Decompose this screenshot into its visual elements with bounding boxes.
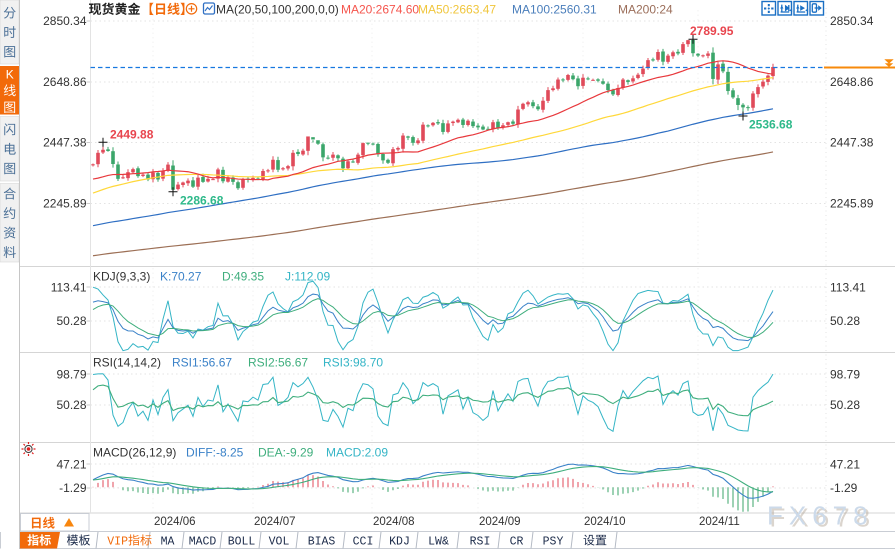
svg-text:2024/09: 2024/09 — [479, 516, 521, 528]
svg-text:50.28: 50.28 — [56, 398, 86, 412]
svg-text:2245.89: 2245.89 — [830, 197, 874, 211]
svg-text:KDJ(9,3,3): KDJ(9,3,3) — [93, 270, 150, 284]
svg-text:2850.34: 2850.34 — [43, 14, 87, 28]
svg-text:2648.86: 2648.86 — [43, 75, 87, 89]
svg-text:CR: CR — [510, 536, 524, 549]
svg-text:2850.34: 2850.34 — [830, 14, 874, 28]
svg-text:50.28: 50.28 — [56, 314, 86, 328]
svg-text:MACD(26,12,9): MACD(26,12,9) — [93, 446, 176, 460]
svg-text:47.21: 47.21 — [56, 457, 86, 471]
svg-text:98.79: 98.79 — [56, 367, 86, 381]
svg-text:2024/06: 2024/06 — [154, 516, 196, 528]
svg-text:RSI2:56.67: RSI2:56.67 — [248, 356, 308, 370]
svg-text:2024/11: 2024/11 — [699, 516, 740, 528]
svg-text:DIFF:-8.25: DIFF:-8.25 — [186, 446, 244, 460]
svg-text:RSI3:98.70: RSI3:98.70 — [323, 356, 383, 370]
svg-text:BOLL: BOLL — [228, 536, 256, 549]
svg-text:K: K — [6, 68, 14, 82]
svg-text:PSY: PSY — [543, 536, 564, 549]
svg-text:MA200:24: MA200:24 — [618, 2, 673, 16]
svg-text:2447.38: 2447.38 — [830, 136, 874, 150]
svg-text:VIP: VIP — [107, 536, 128, 549]
svg-text:98.79: 98.79 — [830, 367, 860, 381]
svg-text:RSI: RSI — [470, 536, 491, 549]
svg-text:D:49.35: D:49.35 — [222, 270, 264, 284]
svg-text:2536.68: 2536.68 — [749, 118, 793, 132]
svg-text:113.41: 113.41 — [830, 280, 866, 294]
svg-text:50.28: 50.28 — [830, 314, 860, 328]
svg-text:47.21: 47.21 — [830, 457, 860, 471]
svg-text:MA: MA — [161, 536, 175, 549]
svg-text:2648.86: 2648.86 — [830, 75, 874, 89]
svg-text:J:112.09: J:112.09 — [285, 270, 330, 284]
svg-text:FX678: FX678 — [770, 503, 877, 533]
svg-text:KDJ: KDJ — [389, 536, 410, 549]
svg-text:-1.29: -1.29 — [830, 481, 858, 495]
svg-text:BIAS: BIAS — [308, 536, 336, 549]
svg-text:MA50:2663.47: MA50:2663.47 — [418, 2, 496, 16]
svg-text:-1.29: -1.29 — [59, 481, 87, 495]
svg-text:FX678: FX678 — [767, 501, 874, 531]
svg-text:2245.89: 2245.89 — [43, 197, 87, 211]
svg-text:RSI1:56.67: RSI1:56.67 — [172, 356, 232, 370]
svg-text:MA100:2560.31: MA100:2560.31 — [512, 2, 597, 16]
svg-text:113.41: 113.41 — [51, 280, 87, 294]
svg-text:VOL: VOL — [269, 536, 290, 549]
svg-text:2024/08: 2024/08 — [373, 516, 415, 528]
svg-text:LW&: LW& — [428, 536, 449, 549]
svg-text:MA(20,50,100,200,0,0): MA(20,50,100,200,0,0) — [216, 2, 339, 16]
svg-text:2024/10: 2024/10 — [584, 516, 626, 528]
svg-text:RSI(14,14,2): RSI(14,14,2) — [93, 356, 161, 370]
svg-text:2449.88: 2449.88 — [110, 128, 154, 142]
svg-text:2789.95: 2789.95 — [690, 24, 734, 38]
svg-text:DEA:-9.29: DEA:-9.29 — [258, 446, 314, 460]
svg-text:2024/07: 2024/07 — [254, 516, 296, 528]
svg-text:50.28: 50.28 — [830, 398, 860, 412]
svg-text:MACD:2.09: MACD:2.09 — [326, 446, 388, 460]
svg-text:2286.68: 2286.68 — [180, 194, 224, 208]
svg-text:CCI: CCI — [353, 536, 374, 549]
svg-text:2447.38: 2447.38 — [43, 136, 87, 150]
svg-text:MA20:2674.60: MA20:2674.60 — [341, 2, 419, 16]
svg-text:MACD: MACD — [189, 536, 217, 549]
svg-text:K:70.27: K:70.27 — [160, 270, 202, 284]
